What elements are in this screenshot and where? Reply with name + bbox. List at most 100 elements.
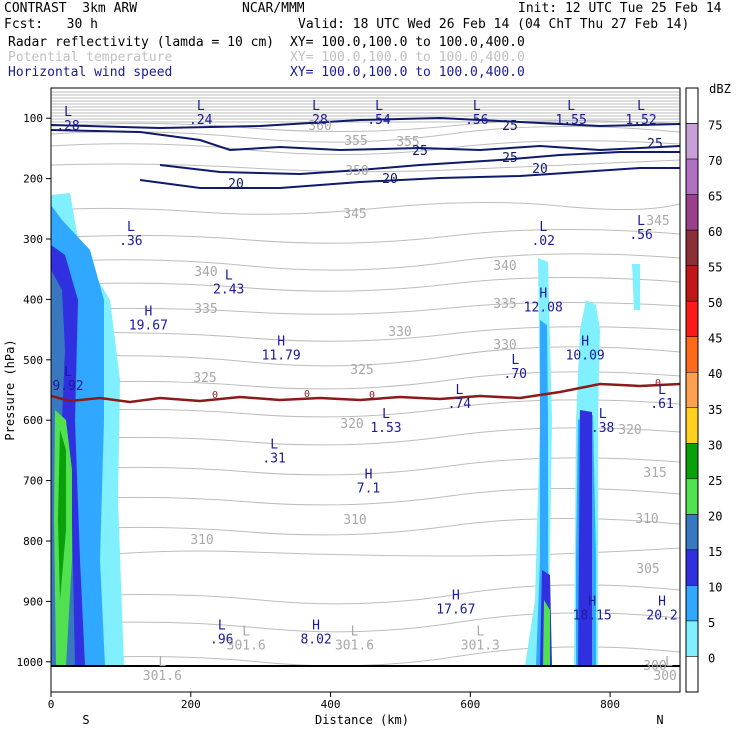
extremum-value: 10.09 (566, 349, 605, 364)
extremum-value: 1.52 (625, 113, 656, 128)
extremum-value: 301.6 (143, 669, 182, 684)
theta-contour-label: 310 (343, 513, 366, 528)
wind-contour-label: 25 (502, 151, 518, 166)
extremum-L: L.70 (504, 353, 527, 382)
wind-speed-contours (51, 116, 680, 189)
extremum-type: L (197, 99, 205, 114)
colorbar-level-label: 40 (708, 367, 722, 381)
field-theta-xy: XY= 100.0,100.0 to 100.0,400.0 (290, 50, 525, 65)
theta-contour-label: 355 (344, 134, 367, 149)
extremum-type: L (473, 99, 481, 114)
extremum-value: .56 (629, 228, 652, 243)
colorbar-level-label: 30 (708, 438, 722, 452)
extremum-value: 301.6 (335, 639, 374, 654)
extremum-H: H20.2 (646, 594, 677, 623)
colorbar-cell (685, 123, 699, 160)
y-axis-title: Pressure (hPa) (3, 339, 17, 440)
extremum-value: 300. (653, 669, 684, 684)
theta-contour-label: 305 (636, 562, 659, 577)
extremum-type: H (581, 335, 589, 350)
y-tick-label: 900 (23, 595, 43, 608)
field-wind-xy: XY= 100.0,100.0 to 100.0,400.0 (290, 65, 525, 80)
colorbar-cell (685, 514, 699, 551)
extremum-type: L (599, 407, 607, 422)
extremum-type: H (312, 619, 320, 634)
colorbar-level-label: 20 (708, 509, 722, 523)
extremum-value: .24 (189, 113, 213, 128)
theta-contour-label: 300 (643, 659, 666, 674)
extremum-H: H11.79 (262, 335, 301, 364)
theta-contour-label: 340 (194, 265, 217, 280)
extremum-L: L9.92 (52, 365, 83, 394)
theta-contour-label: 330 (388, 325, 411, 340)
extremum-type: L (511, 353, 519, 368)
extremum-H: H10.09 (566, 335, 605, 364)
extremum-type: L (637, 99, 645, 114)
colorbar-cell (685, 443, 699, 480)
colorbar-cell (685, 478, 699, 515)
extremum-value: 7.1 (357, 482, 380, 497)
wind-contour-label: 25 (412, 144, 428, 159)
extremum-type: L (225, 268, 233, 283)
left-endpoint-label: S (82, 713, 89, 727)
colorbar-level-label: 50 (708, 296, 722, 310)
extremum-type: L (658, 383, 666, 398)
extremum-type: L (64, 105, 72, 120)
extremum-type: L (351, 625, 359, 640)
extremum-value: .74 (448, 397, 472, 412)
extremum-type: H (588, 594, 596, 609)
refl-mid-25dbz (543, 600, 550, 666)
colorbar-level-label: 70 (708, 154, 722, 168)
colorbar-level-label: 55 (708, 261, 722, 275)
plot-frame (50, 87, 681, 693)
theta-contour-label: 355 (396, 135, 419, 150)
extremum-L: L.31 (262, 437, 285, 466)
extremum-type: L (539, 220, 547, 235)
y-tick-label: 100 (23, 112, 43, 125)
theta-contour-label: 325 (193, 371, 216, 386)
x-tick-label: 800 (600, 698, 620, 711)
colorbar-cell (685, 371, 699, 409)
extremum-L: L.28 (56, 105, 79, 134)
wind-contour-label: 25 (647, 137, 663, 152)
plot-area: 360 355 355 350 345 345 340 340 335 335 330 330 325 3… (51, 88, 684, 692)
refl-far-5dbz (632, 264, 640, 310)
y-tick-label: 500 (23, 354, 43, 367)
extremum-L: L.28 (304, 99, 327, 128)
field-theta-label: Potential temperature (8, 50, 173, 65)
extremum-type: H (452, 588, 460, 603)
extremum-value: 12.08 (524, 300, 563, 315)
theta-contour-label: 335 (493, 297, 516, 312)
freezing-level-label: 0 (304, 389, 310, 400)
extremum-L: L.02 (531, 220, 554, 249)
extremum-L: L.74 (448, 383, 472, 412)
theta-contour-label: 345 (646, 214, 669, 229)
theta-contour-label: 325 (350, 363, 373, 378)
extremum-type: H (365, 468, 373, 483)
forecast-hour: Fcst: 30 h (4, 17, 98, 32)
theta-contour-label: 360 (308, 119, 331, 134)
colorbar-cell (685, 158, 699, 195)
extremum-L: L1.53 (370, 407, 401, 436)
extremum-value: .70 (504, 367, 527, 382)
extremum-L: L.56 (629, 214, 652, 243)
theta-contour-label: 330 (493, 338, 516, 353)
theta-contour-label: 310 (190, 533, 213, 548)
extremum-value: .54 (367, 113, 391, 128)
y-tick-label: 1000 (17, 656, 44, 669)
extremum-value: 11.79 (262, 349, 301, 364)
extremum-value: 9.92 (52, 379, 83, 394)
reflectivity-shading (51, 193, 640, 666)
valid-time: Valid: 18 UTC Wed 26 Feb 14 (04 ChT Thu … (298, 17, 690, 32)
extremum-value: 17.67 (436, 602, 475, 617)
colorbar-unit: dBZ (709, 82, 731, 96)
extremum-value: 8.02 (300, 633, 331, 648)
extremum-type: L (375, 99, 383, 114)
extremum-L: L1.55 (556, 99, 587, 128)
extremum-type: L (476, 625, 484, 640)
field-reflectivity-label: Radar reflectivity (lamda = 10 cm) (8, 35, 275, 50)
